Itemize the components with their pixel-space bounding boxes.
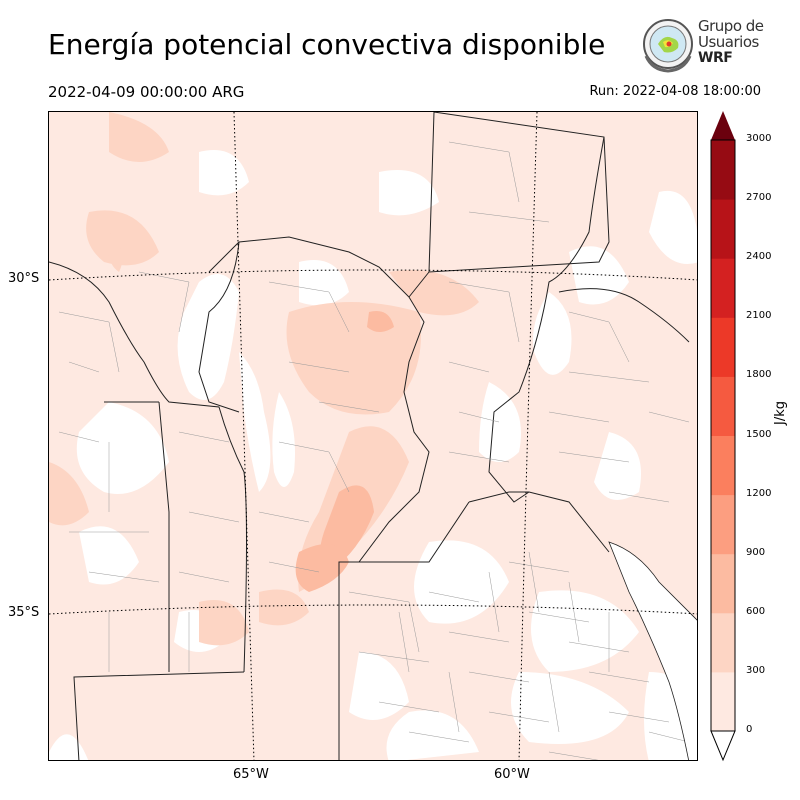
colorbar-bin — [711, 553, 735, 614]
map-title: Energía potencial convectiva disponible — [48, 28, 606, 61]
logo-text: Grupo de Usuarios WRF — [698, 18, 764, 66]
colorbar-bin — [711, 671, 735, 732]
lat-line-30s — [49, 269, 697, 281]
logo-line2: Usuarios — [698, 33, 759, 51]
no-cape-areas — [49, 150, 697, 760]
colorbar-tick-label: 900 — [746, 546, 766, 558]
department-boundaries — [58, 141, 690, 760]
lon-label-60w: 60°W — [494, 767, 530, 782]
colorbar-tick-label: 1500 — [746, 428, 772, 440]
cape-map — [48, 111, 698, 761]
valid-time: 2022-04-09 00:00:00 ARG — [48, 83, 245, 101]
colorbar — [710, 111, 736, 762]
colorbar-tick-label: 3000 — [746, 133, 772, 144]
lon-line-65w — [233, 112, 255, 760]
colorbar-tick-label: 1200 — [746, 487, 772, 499]
colorbar-bin — [711, 317, 735, 377]
run-time: Run: 2022-04-08 18:00:00 — [589, 84, 761, 99]
wrf-seal-icon — [643, 19, 693, 73]
colorbar-bin — [711, 199, 735, 259]
lat-line-35s — [49, 604, 697, 615]
colorbar-unit-label: J/kg — [773, 401, 788, 425]
colorbar-bins — [711, 140, 735, 732]
graticule — [49, 112, 697, 760]
colorbar-tick-label: 600 — [746, 605, 766, 617]
map-canvas — [49, 112, 697, 760]
colorbar-tick-label: 2400 — [746, 251, 772, 263]
lon-label-65w: 65°W — [233, 767, 269, 782]
province-boundaries — [49, 112, 690, 760]
lat-label-35s: 35°S — [8, 605, 40, 620]
colorbar-extend-min — [710, 730, 736, 762]
colorbar-frame — [710, 139, 736, 732]
colorbar-bin — [711, 258, 735, 318]
logo-line1: Grupo de — [698, 17, 764, 35]
colorbar-tick-label: 2700 — [746, 192, 772, 204]
colorbar-bin — [711, 140, 735, 200]
lat-label-30s: 30°S — [8, 271, 40, 286]
wrf-logo: Grupo de Usuarios WRF — [638, 14, 768, 74]
colorbar-tick-label: 0 — [746, 724, 753, 735]
lon-line-60w — [518, 112, 538, 760]
logo-line3: WRF — [698, 50, 733, 66]
colorbar-tick-label: 1800 — [746, 369, 772, 381]
colorbar-extend-max — [711, 111, 735, 140]
colorbar-bin — [711, 435, 735, 496]
colorbar-bin — [711, 612, 735, 673]
rio-de-la-plata — [608, 541, 697, 760]
colorbar-tick-label: 2100 — [746, 310, 772, 322]
colorbar-bin — [711, 376, 735, 436]
colorbar-bin — [711, 494, 735, 555]
colorbar-tick-label: 300 — [746, 664, 766, 676]
higher-cape-areas — [295, 311, 394, 592]
